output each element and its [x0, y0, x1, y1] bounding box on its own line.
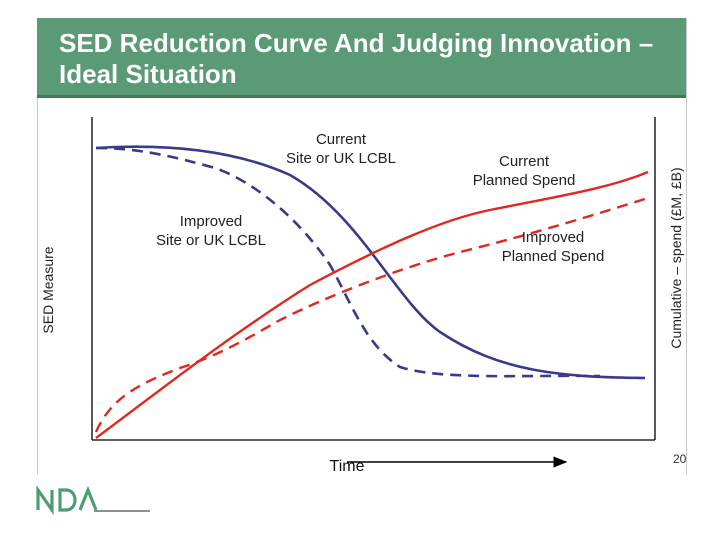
nda-logo — [36, 486, 150, 516]
label-current-lcbl: Current Site or UK LCBL — [285, 131, 397, 167]
improved-spend-curve — [94, 196, 649, 433]
label-current-spend: Current Planned Spend — [472, 153, 576, 189]
slide-title: SED Reduction Curve And Judging Innovati… — [59, 28, 654, 89]
y-axis-left-label: SED Measure — [40, 246, 56, 334]
y-axis-right-label: Cumulative – spend (£M, £B) — [668, 167, 684, 349]
x-axis-label: Time — [329, 458, 365, 475]
current-spend-curve — [95, 170, 649, 439]
label-improved-spend: Improved Planned Spend — [501, 229, 605, 265]
title-bar: SED Reduction Curve And Judging Innovati… — [37, 18, 686, 98]
label-improved-lcbl: Improved Site or UK LCBL — [155, 213, 267, 249]
current-lcbl-curve — [95, 145, 646, 380]
improved-lcbl-curve — [95, 146, 601, 378]
page-number: 20 — [673, 452, 687, 466]
